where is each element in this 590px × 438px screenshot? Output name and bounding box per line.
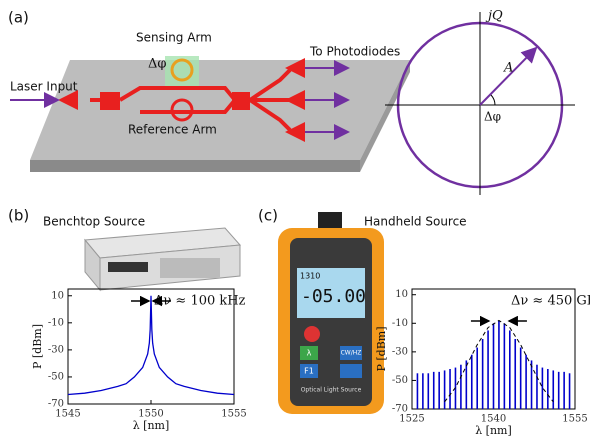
label: To Photodiodes xyxy=(309,45,400,59)
device-text: F1 xyxy=(304,367,314,376)
y-tick-label: -50 xyxy=(392,375,408,386)
panel-label: (a) xyxy=(8,9,29,27)
device-text: λ xyxy=(307,349,312,358)
y-tick-label: -30 xyxy=(392,346,408,357)
x-tick-label: 1550 xyxy=(138,409,163,420)
label: A xyxy=(503,61,513,76)
y-tick-label: 10 xyxy=(395,289,408,300)
device-text: Optical Light Source xyxy=(301,387,362,394)
chip-diagram xyxy=(10,56,410,172)
handheld-image xyxy=(278,212,384,414)
x-tick-label: 1555 xyxy=(221,409,246,420)
spectrum-line xyxy=(68,296,234,395)
benchtop-image xyxy=(85,228,240,290)
label: Handheld Source xyxy=(364,215,467,229)
label: Δφ xyxy=(484,110,501,124)
y-tick-label: -50 xyxy=(48,371,64,382)
y-tick-label: -30 xyxy=(48,344,64,355)
label: Sensing Arm xyxy=(136,31,212,45)
y-axis-label: P [dBm] xyxy=(31,324,44,369)
figure: (a) Sensing Arm Δφ Laser Input To Photod… xyxy=(0,0,590,438)
y-tick-label: -10 xyxy=(392,318,408,329)
x-tick-label: 1545 xyxy=(55,409,80,420)
label: Reference Arm xyxy=(128,123,217,137)
y-tick-label: 10 xyxy=(51,290,64,301)
x-axis-label: λ [nm] xyxy=(475,424,512,437)
panel-label: (b) xyxy=(8,207,29,225)
device-text: 1310 xyxy=(300,272,320,281)
x-tick-label: 1540 xyxy=(481,414,506,425)
x-tick-label: 1525 xyxy=(399,414,424,425)
label: Δφ xyxy=(148,57,167,72)
panel-label: (c) xyxy=(258,207,278,225)
y-axis-label: P [dBm] xyxy=(375,326,388,371)
phasor-diagram xyxy=(385,12,575,195)
label: Laser Input xyxy=(10,80,78,94)
label: Benchtop Source xyxy=(43,215,145,229)
y-tick-label: -10 xyxy=(48,317,64,328)
annotation: Δν ≈ 450 GHz xyxy=(511,294,590,309)
x-axis-label: λ [nm] xyxy=(133,419,170,432)
device-text: -05.00 xyxy=(301,286,366,307)
x-tick-label: 1555 xyxy=(562,414,587,425)
device-text: CW/HZ xyxy=(341,350,362,357)
label: jQ xyxy=(485,9,503,24)
